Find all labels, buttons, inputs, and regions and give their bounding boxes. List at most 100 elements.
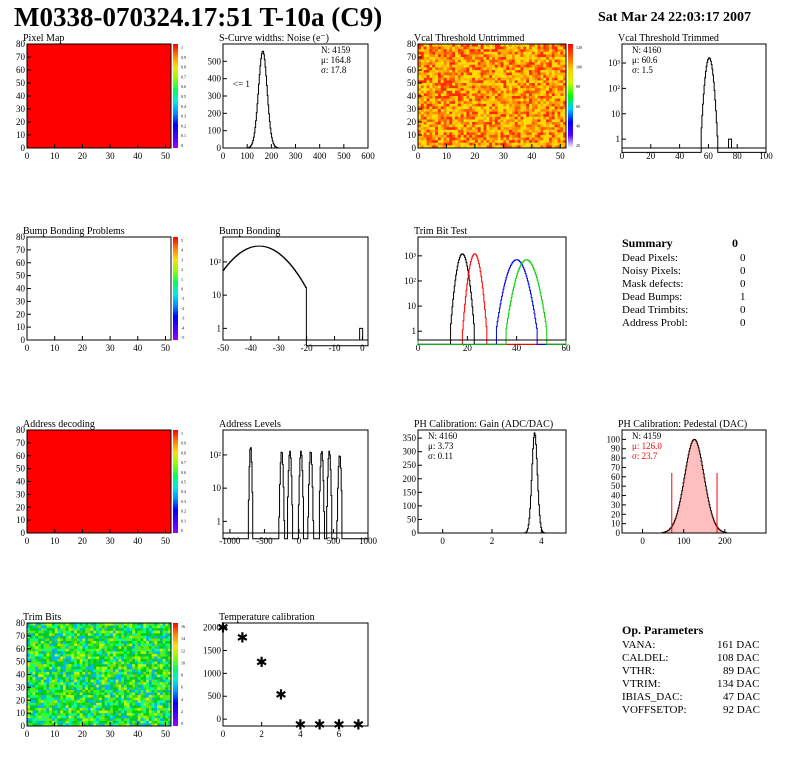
heatmap-cell — [140, 643, 144, 647]
heatmap-cell — [480, 111, 484, 115]
heatmap-cell — [107, 671, 111, 675]
heatmap-cell — [27, 707, 31, 711]
heatmap-cell — [68, 633, 72, 637]
heatmap-cell — [531, 101, 536, 105]
heatmap-cell — [32, 659, 36, 663]
heatmap-cell — [531, 64, 536, 68]
heatmap-cell — [107, 656, 111, 660]
heatmap-cell — [65, 702, 69, 706]
heatmap-cell — [148, 718, 153, 722]
x-tick-label: 0 — [360, 343, 365, 353]
heatmap-cell — [537, 96, 541, 99]
heatmap-cell — [29, 625, 33, 629]
heatmap-cell — [446, 145, 450, 149]
heatmap-cell — [93, 651, 97, 655]
x-tick-label: 20 — [78, 729, 88, 739]
heatmap-cell — [60, 646, 64, 650]
y-tick-label: 10² — [404, 276, 416, 286]
heatmap-cell — [148, 651, 153, 655]
heatmap-cell — [137, 625, 141, 629]
heatmap-cell — [492, 103, 496, 107]
heatmap-cell — [540, 57, 544, 60]
heatmap-cell — [486, 93, 490, 97]
heatmap-cell — [531, 129, 536, 133]
heatmap-cell — [29, 659, 33, 663]
heatmap-cell — [520, 119, 524, 123]
heatmap-cell — [90, 625, 94, 629]
heatmap-cell — [529, 127, 533, 131]
x-tick-label: 100 — [677, 536, 691, 546]
heatmap-cell — [101, 666, 105, 670]
heatmap-cell — [110, 625, 114, 629]
heatmap-cell — [146, 684, 150, 688]
heatmap-cell — [557, 59, 561, 63]
heatmap-cell — [477, 129, 482, 133]
heatmap-cell — [157, 700, 161, 704]
heatmap-cell — [449, 72, 453, 76]
heatmap-cell — [76, 638, 81, 642]
heatmap-cell — [418, 93, 422, 97]
heatmap-cell — [529, 83, 533, 86]
heatmap-cell — [418, 72, 422, 76]
heatmap-cell — [68, 689, 72, 693]
heatmap-cell — [540, 109, 544, 112]
heatmap-cell — [51, 695, 56, 699]
heatmap-cell — [526, 51, 530, 55]
heatmap-cell — [168, 628, 172, 632]
heatmap-cell — [492, 96, 496, 99]
heatmap-cell — [563, 51, 567, 55]
heatmap-cell — [118, 671, 122, 675]
y-tick-label: 70 — [16, 245, 26, 255]
heatmap-cell — [99, 646, 103, 650]
heatmap-cell — [101, 671, 105, 675]
heatmap-cell — [494, 51, 499, 55]
heatmap-cell — [440, 57, 445, 60]
heatmap-cell — [79, 705, 83, 709]
heatmap-cell — [121, 653, 125, 657]
heatmap-cell — [46, 723, 50, 727]
x-tick-label: 10 — [50, 536, 60, 546]
heatmap-cell — [529, 88, 533, 92]
heatmap-cell — [143, 692, 147, 696]
heatmap-cell — [162, 633, 166, 637]
heatmap-cell — [432, 85, 436, 89]
heatmap-cell — [486, 132, 490, 136]
heatmap-cell — [51, 666, 56, 670]
heatmap-cell — [494, 85, 499, 89]
heatmap-cell — [548, 80, 553, 84]
heatmap-cell — [35, 661, 39, 665]
heatmap-cell — [154, 651, 158, 655]
heatmap-cell — [466, 64, 470, 68]
heatmap-cell — [437, 77, 442, 81]
heatmap-cell — [557, 106, 561, 110]
heatmap-cell — [87, 635, 92, 639]
heatmap-cell — [426, 111, 430, 115]
heatmap-cell — [477, 98, 482, 102]
heatmap-cell — [455, 103, 459, 107]
heatmap-cell — [509, 59, 513, 63]
heatmap-cell — [96, 692, 100, 696]
heatmap-cell — [126, 723, 130, 727]
heatmap-cell — [429, 49, 433, 53]
heatmap-cell — [46, 633, 50, 637]
heatmap-cell — [32, 643, 36, 647]
heatmap-cell — [165, 723, 169, 727]
heatmap-cell — [548, 101, 553, 105]
heatmap-cell — [65, 630, 69, 634]
heatmap-cell — [60, 723, 64, 727]
heatmap-cell — [543, 106, 547, 110]
heatmap-cell — [529, 111, 533, 115]
heatmap-cell — [429, 103, 433, 107]
heatmap-cell — [534, 145, 538, 149]
heatmap-cell — [520, 70, 524, 73]
heatmap-cell — [65, 669, 69, 673]
heatmap-cell — [54, 648, 58, 652]
heatmap-cell — [463, 132, 467, 136]
heatmap-cell — [557, 80, 561, 84]
heatmap-cell — [443, 98, 447, 102]
heatmap-cell — [129, 635, 133, 639]
heatmap-cell — [429, 54, 433, 58]
heatmap-cell — [480, 72, 484, 76]
heatmap-cell — [140, 633, 144, 637]
heatmap-cell — [420, 59, 425, 63]
